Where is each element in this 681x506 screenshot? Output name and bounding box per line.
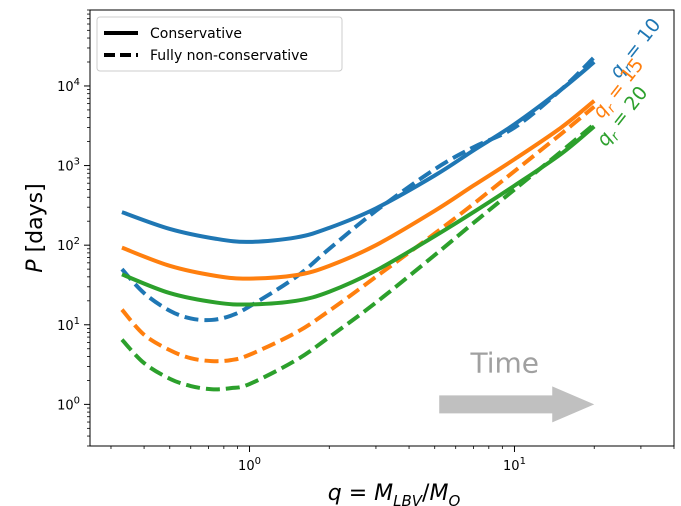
- y-tick-label: 100: [57, 395, 80, 413]
- axis-ticks: [84, 9, 675, 452]
- legend-box: [96, 16, 343, 72]
- time-label: Time: [469, 346, 539, 379]
- axes-frame: [89, 9, 675, 447]
- y-tick-label: 102: [57, 236, 80, 254]
- series-q20-solid: [121, 124, 596, 307]
- y-axis-label: P [days]: [23, 183, 48, 272]
- x-tick-label: 101: [503, 456, 526, 474]
- legend: Conservative Fully non-conservative: [96, 16, 343, 72]
- series-q15-solid: [121, 99, 596, 281]
- legend-label: Fully non-conservative: [150, 48, 308, 64]
- plot-area: Time: [120, 55, 596, 423]
- series-q20-dashed: [120, 122, 596, 392]
- series-q10-solid: [121, 60, 596, 244]
- y-tick-label: 104: [57, 77, 80, 95]
- series-q15-dashed: [120, 105, 596, 364]
- x-tick-label: 100: [238, 456, 261, 474]
- y-tick-label: 101: [57, 316, 80, 334]
- x-axis-label: q = MLBV/MO: [328, 481, 461, 506]
- y-tick-label: 103: [57, 157, 80, 175]
- time-arrow: [439, 386, 595, 423]
- legend-label: Conservative: [150, 26, 242, 42]
